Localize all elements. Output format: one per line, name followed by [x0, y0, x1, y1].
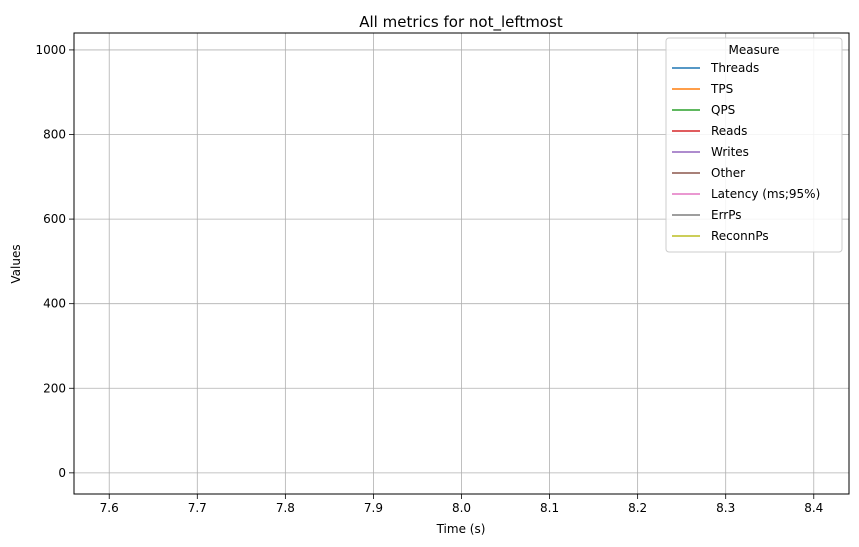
x-tick-label: 8.1	[540, 501, 559, 515]
y-axis-label: Values	[9, 244, 23, 283]
chart-title: All metrics for not_leftmost	[359, 13, 563, 32]
legend-label: TPS	[710, 82, 733, 96]
x-tick-label: 7.8	[276, 501, 295, 515]
x-tick-label: 8.4	[804, 501, 823, 515]
legend-label: ReconnPs	[711, 229, 769, 243]
legend-label: Threads	[710, 61, 759, 75]
legend-title: Measure	[729, 43, 780, 57]
y-tick-label: 400	[43, 297, 66, 311]
legend-label: Latency (ms;95%)	[711, 187, 820, 201]
legend-box	[665, 37, 843, 253]
legend: Measure Threads TPS QPS Reads Writes Other Late…	[665, 37, 843, 253]
x-axis-ticks: 7.6 7.7 7.8 7.9 8.0 8.1 8.2 8.3 8.4	[100, 494, 823, 515]
legend-label: Other	[711, 166, 745, 180]
x-axis-label: Time (s)	[436, 522, 486, 536]
x-tick-label: 7.9	[364, 501, 383, 515]
legend-label: Writes	[711, 145, 749, 159]
y-axis-ticks: 0 200 400 600 800 1000	[35, 43, 74, 480]
y-tick-label: 1000	[35, 43, 66, 57]
y-tick-label: 600	[43, 212, 66, 226]
y-tick-label: 200	[43, 381, 66, 395]
legend-label: Reads	[711, 124, 747, 138]
x-tick-label: 7.7	[188, 501, 207, 515]
x-tick-label: 7.6	[100, 501, 119, 515]
x-tick-label: 8.0	[452, 501, 471, 515]
y-tick-label: 0	[58, 466, 66, 480]
legend-label: QPS	[711, 103, 735, 117]
y-tick-label: 800	[43, 128, 66, 142]
legend-label: ErrPs	[711, 208, 742, 222]
x-tick-label: 8.2	[628, 501, 647, 515]
x-tick-label: 8.3	[716, 501, 735, 515]
